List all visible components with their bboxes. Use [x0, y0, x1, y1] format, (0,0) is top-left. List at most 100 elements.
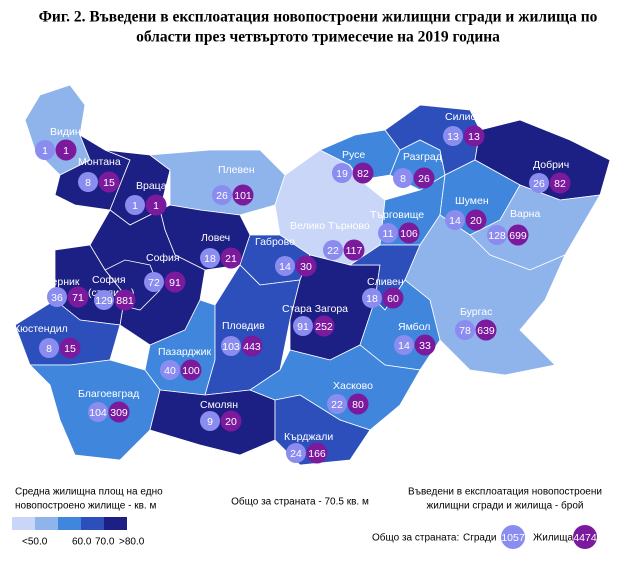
buildings-bubble: [529, 173, 549, 193]
dwellings-bubble: [145, 194, 167, 216]
buildings-value: 103: [222, 341, 240, 353]
buildings-bubble: [94, 290, 114, 310]
buildings-value: 14: [449, 215, 461, 227]
dwellings-value: 20: [225, 416, 237, 428]
title: Фиг. 2. Въведени в експлоатация новопост…: [39, 9, 598, 26]
legend-swatch: [104, 517, 127, 530]
legend-label: 70.0: [95, 537, 115, 548]
dwellings-value: 15: [103, 177, 115, 189]
region-name: Стара Загора: [282, 303, 348, 315]
buildings-value: 26: [533, 178, 545, 190]
dwellings-value: 699: [509, 230, 527, 242]
dwellings-bubble: [313, 315, 335, 337]
buildings-bubble: [212, 185, 232, 205]
buildings-bubble: [293, 316, 313, 336]
buildings-bubble: [393, 168, 413, 188]
buildings-bubble: [323, 240, 343, 260]
buildings-label: Сгради: [463, 533, 496, 544]
dwellings-value: 101: [234, 190, 252, 202]
dwellings-value: 1: [63, 145, 69, 157]
buildings-value: 13: [447, 131, 459, 143]
buildings-value: 1: [132, 200, 138, 212]
region-name: Кърджали: [284, 431, 333, 443]
buildings-bubble: [394, 335, 414, 355]
dwellings-value: 639: [477, 325, 495, 337]
buildings-bubble: [327, 394, 347, 414]
dwellings-value: 106: [400, 228, 418, 240]
buildings-value: 129: [95, 295, 113, 307]
region-name: Шумен: [455, 195, 489, 207]
region-name: Видин: [50, 126, 81, 138]
buildings-value: 22: [331, 399, 343, 411]
dwellings-bubble: [59, 337, 81, 359]
region: [404, 214, 566, 376]
dwellings-value: 13: [468, 131, 480, 143]
buildings-value: 9: [207, 416, 213, 428]
dwellings-value: 117: [346, 245, 363, 257]
region-name: София: [92, 274, 126, 286]
region-name: Велико Търново: [290, 220, 370, 232]
dwellings-bubble: [98, 171, 120, 193]
region-name: Ямбол: [398, 321, 430, 333]
buildings-value: 14: [398, 340, 410, 352]
buildings-value: 40: [164, 365, 176, 377]
region-name: Добрич: [533, 159, 569, 171]
region-name: Плевен: [218, 164, 255, 176]
region-name: Ловеч: [201, 232, 230, 244]
buildings-value: 24: [290, 448, 302, 460]
dwellings-value: 80: [352, 399, 364, 411]
legend-title: новопостроено жилище - кв. м: [15, 501, 156, 512]
legend-swatch: [58, 517, 81, 530]
dwellings-bubble: [114, 289, 136, 311]
buildings-bubble: [144, 272, 164, 292]
buildings-value: 22: [327, 245, 339, 257]
buildings-value: 36: [51, 292, 63, 304]
buildings-bubble: [275, 256, 295, 276]
legend-label: <50.0: [22, 537, 48, 548]
total-label: Общо за страната:: [372, 532, 459, 544]
region-name: Габрово: [255, 236, 295, 248]
dwellings-label: Жилища: [533, 533, 573, 544]
dwellings-value: 91: [169, 277, 181, 289]
dwellings-value: 26: [418, 173, 430, 185]
region-name: Силистра: [445, 111, 492, 123]
dwellings-bubble: [343, 239, 365, 261]
dwellings-value: 15: [64, 343, 76, 355]
buildings-value: 72: [148, 277, 160, 289]
dwellings-bubble: [220, 247, 242, 269]
dwellings-bubble: [67, 286, 89, 308]
buildings-bubble: [445, 210, 465, 230]
dwellings-bubble: [475, 319, 497, 341]
buildings-bubble: [47, 287, 67, 307]
region: [204, 264, 301, 396]
legend-title: Въведени в експлоатация новопостроени: [408, 487, 602, 498]
dwellings-bubble: [398, 222, 420, 244]
buildings-bubble: [39, 338, 59, 358]
dwellings-value: 881: [116, 295, 134, 307]
region-name: Сливен: [367, 276, 404, 288]
dwellings-value: 71: [72, 292, 84, 304]
dwellings-bubble: [465, 209, 487, 231]
dwellings-bubble: [241, 335, 263, 357]
dwellings-bubble: [413, 167, 435, 189]
buildings-value: 18: [366, 293, 378, 305]
dwellings-bubble: [347, 393, 369, 415]
buildings-bubble: [78, 172, 98, 192]
region-name: Търговище: [370, 209, 424, 221]
buildings-bubble: [200, 411, 220, 431]
buildings-total-bubble: [501, 525, 525, 549]
dwellings-value: 33: [419, 340, 431, 352]
region-name: Монтана: [78, 156, 121, 168]
legend-title: Средна жилищна площ на едно: [15, 487, 163, 498]
buildings-value: 19: [336, 168, 348, 180]
area-total: Общо за страната - 70.5 кв. м: [231, 496, 369, 508]
dwellings-bubble: [463, 125, 485, 147]
dwellings-value: 30: [300, 261, 312, 273]
buildings-value: 8: [400, 173, 406, 185]
dwellings-bubble: [549, 172, 571, 194]
buildings-bubble: [160, 360, 180, 380]
buildings-value: 11: [383, 228, 394, 240]
dwellings-bubble: [55, 139, 77, 161]
dwellings-value: 60: [387, 293, 399, 305]
